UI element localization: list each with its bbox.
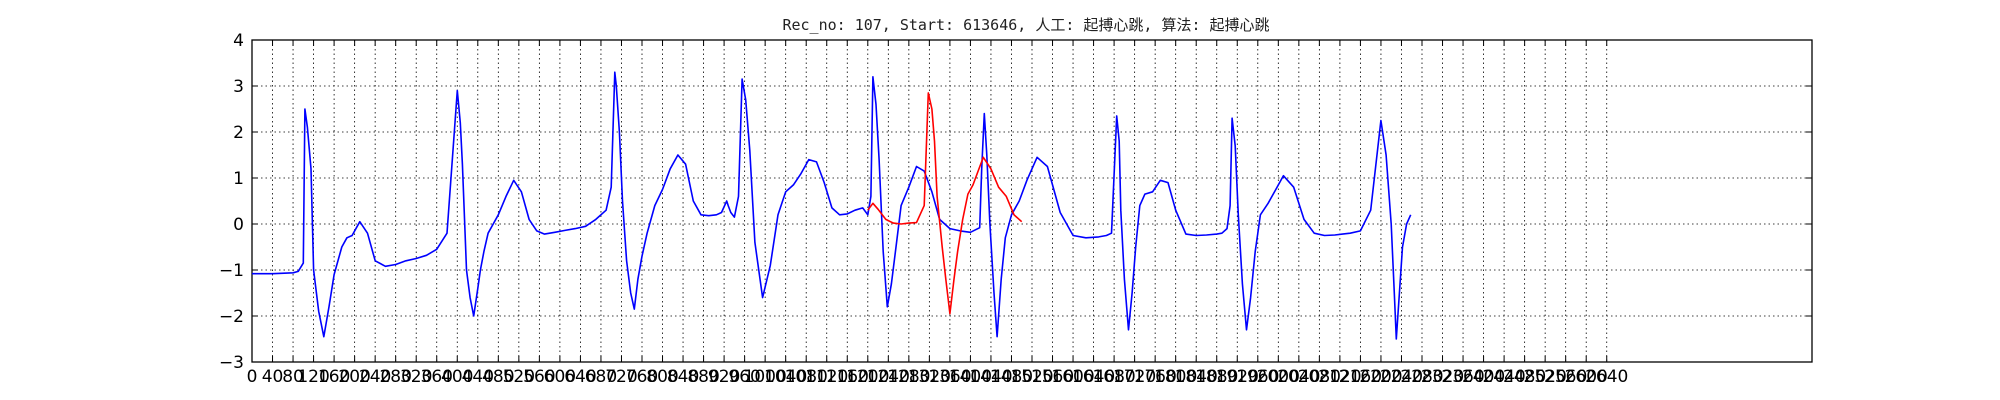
- plot-frame: [252, 40, 1812, 362]
- y-tick-label: −1: [219, 261, 244, 281]
- x-tick-label: 0: [247, 367, 258, 387]
- y-tick-label: −2: [219, 307, 244, 327]
- y-tick-label: 0: [233, 215, 244, 235]
- y-tick-label: 1: [233, 169, 244, 189]
- x-tick-label: 40: [262, 367, 284, 387]
- chart-title: Rec_no: 107, Start: 613646, 人工: 起搏心跳, 算法…: [782, 16, 1269, 34]
- y-tick-label: 4: [233, 31, 244, 51]
- y-tick-label: −3: [219, 353, 244, 373]
- y-tick-label: 2: [233, 123, 244, 143]
- y-tick-label: 3: [233, 77, 244, 97]
- x-tick-label: 2640: [1585, 367, 1628, 387]
